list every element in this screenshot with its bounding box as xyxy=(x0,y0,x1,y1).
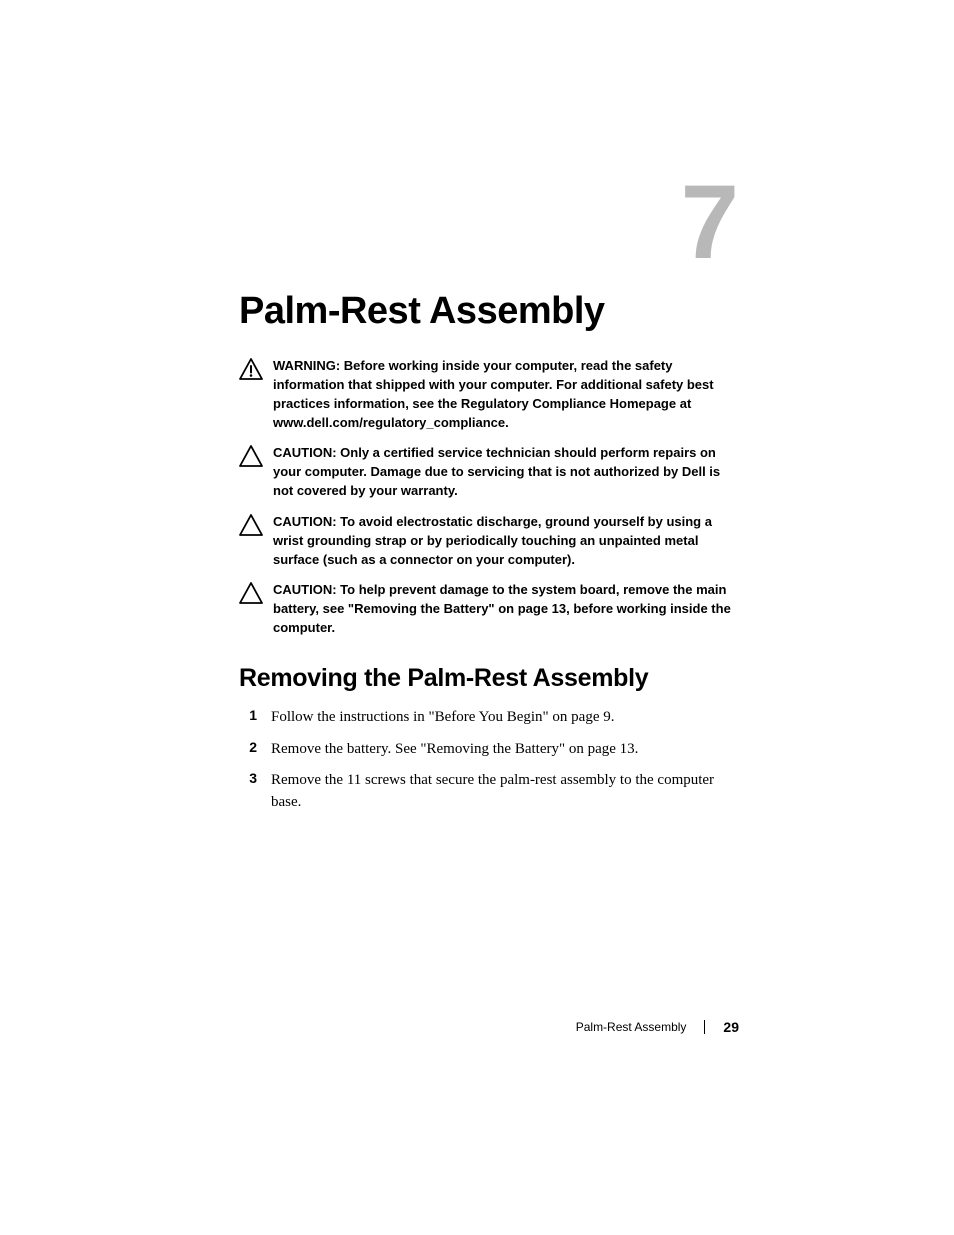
caution-icon xyxy=(239,514,263,536)
footer-section-name: Palm-Rest Assembly xyxy=(576,1020,687,1034)
chapter-number: 7 xyxy=(681,170,739,275)
caution-block: CAUTION: Only a certified service techni… xyxy=(239,444,739,501)
step-list: 1 Follow the instructions in "Before You… xyxy=(239,707,739,814)
step-item: 3 Remove the 11 screws that secure the p… xyxy=(239,770,739,814)
step-text: Follow the instructions in "Before You B… xyxy=(271,707,614,729)
caution-block: CAUTION: To help prevent damage to the s… xyxy=(239,581,739,638)
step-item: 2 Remove the battery. See "Removing the … xyxy=(239,739,739,761)
step-number: 2 xyxy=(239,739,257,755)
caution-text: CAUTION: Only a certified service techni… xyxy=(273,444,739,501)
step-number: 1 xyxy=(239,707,257,723)
section-title: Removing the Palm-Rest Assembly xyxy=(239,664,739,693)
caution-icon xyxy=(239,445,263,467)
caution-text: CAUTION: To avoid electrostatic discharg… xyxy=(273,513,739,570)
caution-text: CAUTION: To help prevent damage to the s… xyxy=(273,581,739,638)
warning-text: WARNING: Before working inside your comp… xyxy=(273,357,739,432)
step-text: Remove the 11 screws that secure the pal… xyxy=(271,770,739,814)
page-footer: Palm-Rest Assembly 29 xyxy=(576,1019,739,1035)
step-number: 3 xyxy=(239,770,257,786)
caution-block: CAUTION: To avoid electrostatic discharg… xyxy=(239,513,739,570)
warning-block: WARNING: Before working inside your comp… xyxy=(239,357,739,432)
step-text: Remove the battery. See "Removing the Ba… xyxy=(271,739,638,761)
page-number: 29 xyxy=(723,1019,739,1035)
caution-icon xyxy=(239,582,263,604)
footer-divider xyxy=(704,1020,705,1034)
page: 7 Palm-Rest Assembly WARNING: Before wor… xyxy=(0,0,954,1235)
step-item: 1 Follow the instructions in "Before You… xyxy=(239,707,739,729)
chapter-title: Palm-Rest Assembly xyxy=(239,290,739,333)
warning-icon xyxy=(239,358,263,380)
